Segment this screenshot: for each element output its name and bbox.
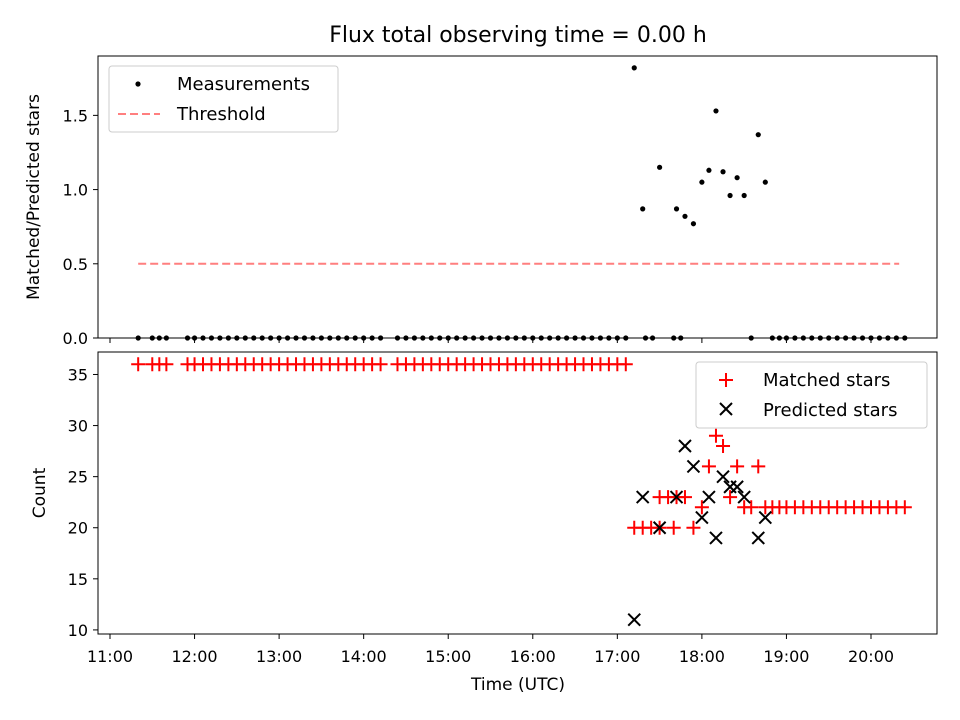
- predicted-star-point: [709, 531, 723, 545]
- measurement-point: [673, 206, 680, 212]
- bottom-x-tick-label: 14:00: [341, 647, 387, 666]
- bottom-x-tick-label: 16:00: [510, 647, 556, 666]
- measurement-point: [699, 179, 705, 185]
- bottom-y-tick-label: 20: [68, 519, 88, 538]
- measurement-point: [755, 132, 761, 138]
- bottom-x-tick-label: 20:00: [848, 647, 894, 666]
- bottom-x-tick-label: 11:00: [87, 647, 133, 666]
- top-legend-box: [108, 65, 339, 133]
- bottom-x-tick-label: 19:00: [763, 647, 809, 666]
- measurement-point: [631, 65, 637, 71]
- legend-measurements-marker: [135, 81, 141, 87]
- matched-star-point: [686, 520, 701, 535]
- predicted-star-point: [686, 459, 701, 474]
- matched-star-point: [694, 500, 709, 515]
- top-y-axis: 0.0 0.5 1.0 1.5: [63, 106, 98, 348]
- top-y-tick-label: 0.5: [63, 255, 88, 274]
- matched-star-point: [751, 459, 766, 474]
- measurement-point: [682, 213, 688, 219]
- top-y-tick-label: 1.5: [63, 106, 88, 125]
- measurement-point: [640, 206, 646, 212]
- bottom-y-tick-label: 25: [68, 468, 88, 487]
- bottom-axes-frame: [97, 351, 938, 635]
- bottom-panel: 10 15 20 25 30 35 11:00 12:00 13:00 14:00 15:00 16…: [30, 351, 938, 695]
- bottom-x-axis: 11:00 12:00 13:00 14:00 15:00 16:00 17:00 18:00…: [87, 634, 894, 666]
- bottom-x-axis-label: Time (UTC): [470, 675, 565, 695]
- bottom-x-tick-label: 15:00: [425, 647, 471, 666]
- measurement-point: [762, 179, 768, 185]
- matched-star-point: [159, 357, 174, 372]
- legend-matched-marker: [719, 373, 733, 387]
- legend-measurements-label: Measurements: [177, 74, 310, 95]
- bottom-legend-box: [695, 361, 928, 429]
- matched-star-point: [723, 490, 738, 505]
- matched-star-point: [730, 459, 745, 474]
- matched-star-point: [701, 459, 716, 474]
- predicted-star-point: [635, 490, 650, 504]
- measurement-point: [713, 108, 719, 114]
- top-y-tick-label: 1.0: [63, 181, 88, 200]
- bottom-x-tick-label: 18:00: [679, 647, 725, 666]
- measurement-point: [720, 169, 726, 175]
- bottom-y-tick-label: 30: [68, 417, 88, 436]
- predicted-star-point: [678, 439, 692, 453]
- bottom-x-tick-label: 17:00: [594, 647, 640, 666]
- predicted-star-point: [758, 510, 773, 525]
- matched-star-point: [666, 520, 681, 535]
- measurement-point: [727, 192, 733, 199]
- top-legend: Measurements Threshold: [108, 65, 339, 133]
- matched-star-point: [373, 357, 388, 372]
- top-y-tick-label: 0.0: [63, 329, 88, 348]
- bottom-y-tick-label: 35: [68, 365, 88, 384]
- predicted-star-point: [730, 480, 744, 494]
- legend-matched-label: Matched stars: [763, 370, 890, 391]
- top-panel: 0.0 0.5 1.0 1.5 Matched/Predicted stars Mea…: [24, 55, 938, 348]
- predicted-star-point: [702, 490, 716, 504]
- bottom-y-axis-label: Count: [30, 467, 50, 518]
- top-x-axis: [109, 338, 872, 343]
- predicted-star-point: [751, 531, 765, 545]
- measurement-point: [706, 167, 712, 173]
- bottom-x-tick-label: 12:00: [172, 647, 218, 666]
- bottom-x-tick-label: 13:00: [256, 647, 302, 666]
- bottom-legend: Matched stars Predicted stars: [695, 361, 928, 429]
- matched-star-point: [677, 490, 692, 505]
- bottom-plot-area: [131, 357, 912, 627]
- bottom-y-tick-label: 10: [68, 621, 88, 640]
- bottom-y-axis: 10 15 20 25 30 35: [68, 365, 98, 640]
- matched-star-point: [897, 500, 912, 515]
- predicted-star-point: [652, 521, 667, 535]
- measurement-point: [734, 175, 740, 181]
- chart-title: Flux total observing time = 0.00 h: [329, 23, 707, 48]
- legend-predicted-marker: [719, 402, 733, 416]
- predicted-star-point: [737, 490, 751, 504]
- matched-star-point: [716, 439, 731, 453]
- legend-predicted-label: Predicted stars: [763, 400, 897, 421]
- measurement-point: [690, 221, 697, 227]
- matched-star-point: [131, 357, 146, 372]
- predicted-star-point: [716, 469, 730, 484]
- top-axes-frame: [97, 55, 938, 339]
- predicted-star-point: [669, 490, 684, 504]
- matched-star-point: [744, 500, 759, 515]
- matched-star-point: [708, 428, 723, 443]
- measurement-point: [741, 192, 747, 199]
- predicted-star-point: [695, 510, 709, 525]
- top-plot-area: [135, 65, 908, 341]
- legend-threshold-label: Threshold: [176, 104, 266, 125]
- predicted-star-point: [627, 612, 641, 627]
- matched-star-point: [618, 357, 633, 372]
- measurement-point: [657, 164, 663, 170]
- top-y-axis-label: Matched/Predicted stars: [24, 94, 44, 300]
- bottom-y-tick-label: 15: [68, 570, 88, 589]
